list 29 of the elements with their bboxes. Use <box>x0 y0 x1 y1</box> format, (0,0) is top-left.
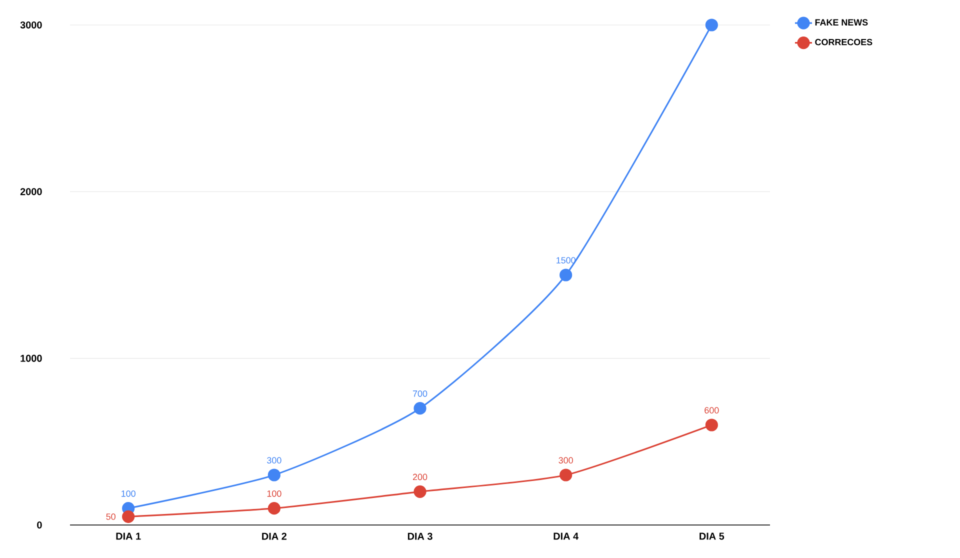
data-label: 50 <box>106 513 116 520</box>
point <box>268 502 280 515</box>
y-tick-label: 0 <box>37 521 42 529</box>
point <box>560 268 572 282</box>
data-label: 300 <box>267 457 282 464</box>
y-tick-label: 1000 <box>20 354 42 362</box>
x-tick-label: DIA 4 <box>554 532 579 540</box>
point <box>122 510 135 523</box>
legend-label: CORRECOES <box>815 38 872 46</box>
point <box>705 418 718 432</box>
y-tick-label: 2000 <box>20 188 42 196</box>
data-label: 300 <box>558 457 573 464</box>
point <box>268 468 280 482</box>
data-label: 600 <box>704 407 719 414</box>
data-label: 100 <box>267 490 282 497</box>
data-label: 700 <box>412 390 428 397</box>
y-tick-label: 3000 <box>20 21 42 29</box>
x-tick-label: DIA 2 <box>262 532 286 540</box>
x-tick-label: DIA 1 <box>116 532 141 540</box>
point <box>414 402 426 415</box>
point <box>705 18 718 32</box>
data-label: 1500 <box>556 257 576 264</box>
x-tick-label: DIA 5 <box>700 532 724 540</box>
point <box>414 485 426 498</box>
data-label: 100 <box>122 490 136 497</box>
x-tick-label: DIA 3 <box>408 532 432 540</box>
data-label: 200 <box>412 474 428 480</box>
legend-label: FAKE NEWS <box>815 19 868 26</box>
point <box>560 468 572 482</box>
